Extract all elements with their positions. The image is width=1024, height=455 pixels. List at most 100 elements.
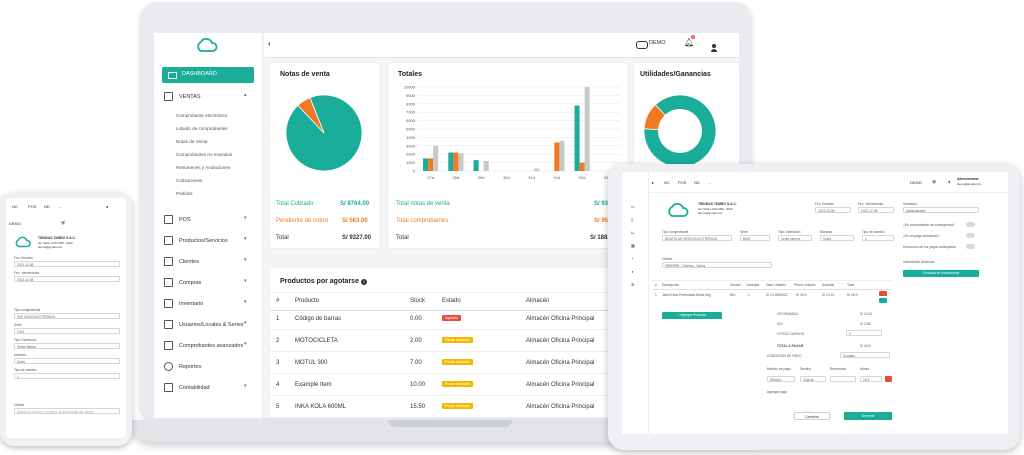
x-tick-label: 30d [503,175,510,180]
cliente-select[interactable]: 99999999 - Clientes - Varios [662,262,772,268]
document-icon[interactable]: ▯ [631,217,634,222]
moneda-select[interactable]: Soles [820,235,854,241]
collapse-icon[interactable]: ‹ [268,39,271,48]
cart-icon[interactable]: 🛒︎ [932,179,938,184]
tipo-cambio-input[interactable]: 1 [14,373,120,379]
column-header: Producto [295,298,320,304]
utilidades-donut-chart [643,94,717,168]
info-adicional-label[interactable]: Información Adicional [903,260,935,264]
user-icon[interactable]: ◑ [631,269,634,274]
sidebar-item-compras[interactable]: Compras [164,278,201,287]
nc-icon[interactable]: NC [664,180,670,185]
sidebar-item-reportes[interactable]: Reportes [164,362,201,371]
sidebar-item-usuarios[interactable]: Usuarios/Locales & Series [164,320,244,329]
cart-icon[interactable]: ⊔ [631,230,635,235]
cancelar-button[interactable]: Cancelar [794,412,830,420]
nc-icon[interactable]: NC [12,204,18,209]
chevron-down-icon[interactable]: ▾ [244,257,247,263]
sidebar-subitem[interactable]: Notas de Venta [176,139,208,144]
user-icon[interactable]: ● [948,179,951,184]
vendedor-select[interactable]: Administrador [903,207,979,213]
sidebar-item-ventas[interactable]: VENTAS [164,92,201,101]
table-cell: 1 [655,293,657,297]
monto-input[interactable]: 16.9 [860,376,882,382]
sidebar-subitem[interactable]: Pedidos [176,191,193,196]
chevron-down-icon[interactable]: ▾ [244,215,247,221]
sidebar-subitem[interactable]: Cotizaciones [176,178,203,183]
moneda-select[interactable]: Soles [14,358,120,364]
total-value: S/ 9327.00 [342,235,372,241]
status-badge: Pocas unidades [442,381,473,387]
sidebar-item-clientes[interactable]: Clientes [164,257,199,266]
cart-icon[interactable]: 🛒︎ [61,220,67,225]
notas-card: Notas de venta Total Cobrado S/ 8764.00 … [270,63,380,248]
serie-select[interactable]: F001 [14,328,120,334]
comprobantes-total-value: S/ 9511. [594,218,617,224]
fecha-emision-input[interactable]: 2023-12-08 [14,261,120,267]
sidebar-subitem[interactable]: Comprobantes no enviados [176,152,233,157]
monitor-icon[interactable]: ▭ [631,204,635,209]
otros-input[interactable]: 0 [846,330,882,336]
chevron-down-icon[interactable]: ▾ [244,383,247,389]
condicion-select[interactable]: Contado [840,352,890,358]
fec-venc-input[interactable]: 2023-12-08 [858,207,894,213]
deduccion-toggle[interactable] [966,244,975,249]
contingencia-toggle[interactable] [966,222,975,227]
metodo-select[interactable]: Efectivo [767,376,795,382]
cliente-input[interactable]: Escriba el nombre o número de documento … [14,408,120,414]
pago-anticipado-toggle[interactable] [966,233,975,238]
cloud-logo-icon [668,202,689,217]
x-tick-label: 31d [528,175,535,180]
sidebar-item-contabilidad[interactable]: Contabilidad [164,383,210,392]
tipo-cambio-input[interactable]: 1 [862,235,894,241]
chevron-down-icon[interactable]: ▾ [244,278,247,284]
grid-icon[interactable]: ▦ [631,243,635,248]
bell-icon[interactable]: 🔔︎ [684,38,695,47]
sidebar-item-inventario[interactable]: Inventario [164,299,203,308]
chevron-down-icon[interactable]: ▾ [244,299,247,305]
more-icon[interactable]: ... [58,204,62,209]
chevron-up-icon[interactable]: ▴ [244,92,247,98]
nd-icon[interactable]: ND [44,204,50,209]
referencia-input[interactable] [830,376,856,382]
delete-row-button[interactable] [879,291,887,296]
sidebar-subitem[interactable]: Listado de comprobantes [176,126,228,131]
sidebar-subitem[interactable]: Resúmenes y Anulaciones [176,165,231,170]
user-icon[interactable] [711,39,717,52]
chevron-down-icon[interactable]: ▾ [244,236,247,242]
generar-button[interactable]: Generar [844,412,892,420]
sidebar-item-avanzados[interactable]: Comprobantes avanzados [164,341,243,350]
table-cell: MOTOCICLETA [295,338,338,344]
consulta-documentos-button[interactable]: Consulta de documentos [903,270,979,277]
users-icon[interactable]: ◔ [631,256,634,261]
user-icon[interactable]: ● [106,204,109,209]
toggle-icon[interactable] [636,41,648,49]
column-header: Almacén [526,298,550,304]
sidebar-item-productos[interactable]: Productos/Servicios [164,236,228,245]
chevron-down-icon[interactable]: ▾ [244,320,247,326]
fec-emision-input[interactable]: 2023-12-08 [815,207,851,213]
sidebar-subitem[interactable]: Comprobante electrónico [176,113,228,118]
nd-icon[interactable]: ND [694,180,700,185]
gear-icon[interactable]: ✲ [631,282,635,287]
pos-icon[interactable]: POS [28,204,37,209]
sidebar-item-pos[interactable]: POS [164,215,191,224]
more-icon[interactable]: ... [708,180,712,185]
pos-icon[interactable]: POS [678,180,687,185]
tipo-comp-select[interactable]: BOLETA DE VENTA ELECTRÓNICA [662,235,732,241]
edit-row-button[interactable] [879,298,887,303]
tipo-comp-select[interactable]: FACTURA ELECTRÓNICA [14,313,120,319]
tipo-op-label: Tipo Operación [778,230,801,234]
sidebar-item-dashboard[interactable]: DASHBOARD [162,67,254,83]
agregar-pago-link[interactable]: Agregar pago [767,390,787,394]
fecha-venc-input[interactable]: 2023-12-08 [14,276,120,282]
serie-select[interactable]: B001 [740,235,770,241]
tipo-op-select[interactable]: Venta interna [14,343,120,349]
tipo-op-select[interactable]: Venta interna [778,235,812,241]
collapse-icon[interactable]: ▸ [652,180,655,185]
agregar-producto-button[interactable]: + Agregar Producto [662,312,722,319]
info-icon[interactable]: i [360,279,367,285]
delete-payment-button[interactable] [885,376,892,382]
chevron-down-icon[interactable]: ▾ [244,341,247,347]
destino-select[interactable]: Caja de [800,376,826,382]
